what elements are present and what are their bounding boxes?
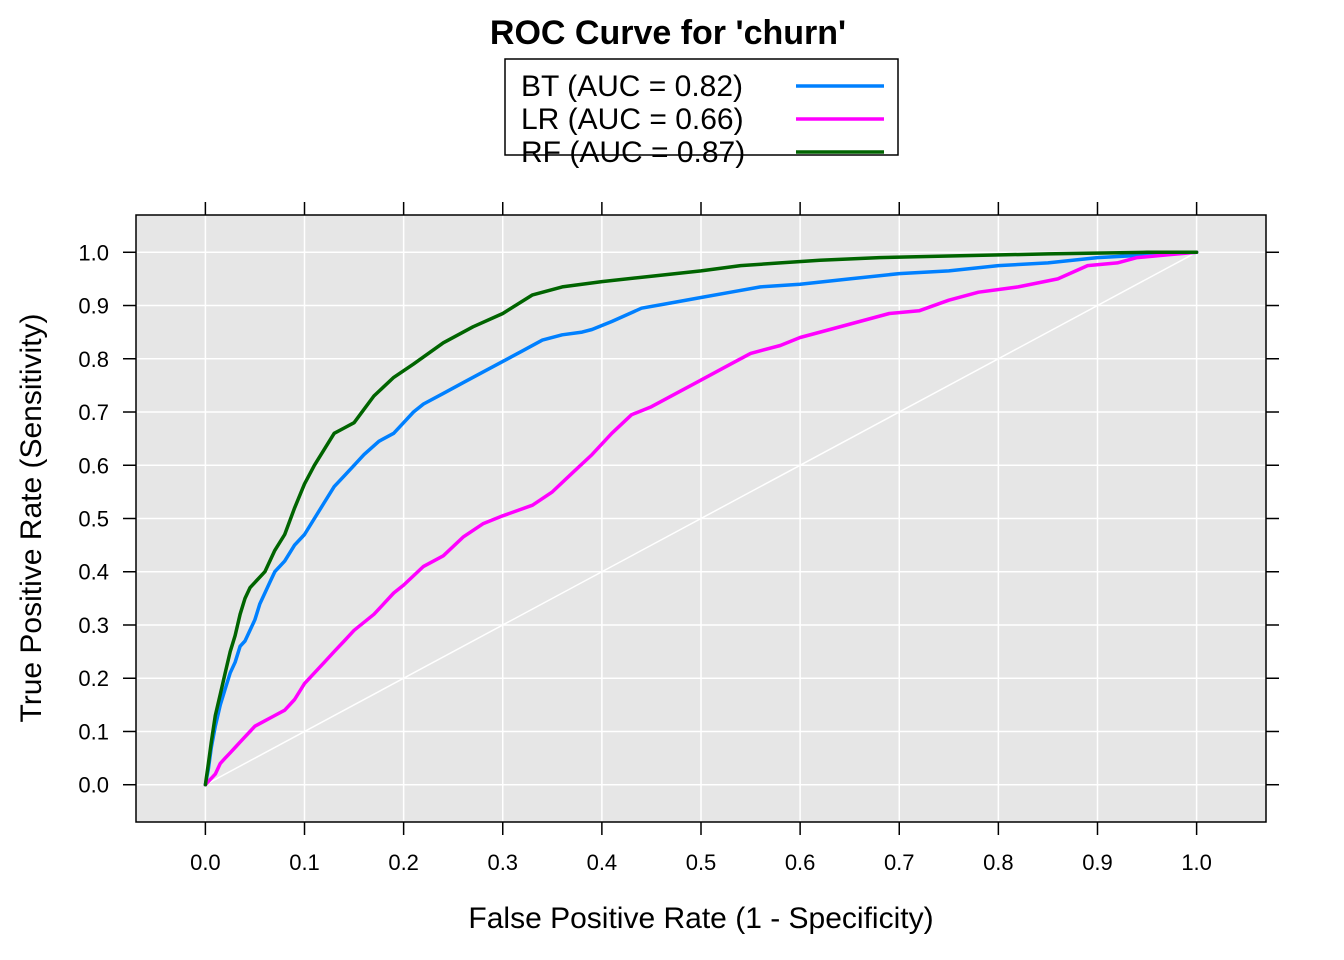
legend-label-rf: RF (AUC = 0.87)	[521, 136, 745, 169]
y-axis-label: True Positive Rate (Sensitivity)	[15, 313, 48, 722]
roc-curves	[203, 250, 1199, 787]
y-tick-label: 0.4	[78, 560, 109, 585]
y-tick-label: 0.0	[78, 773, 109, 798]
tick-labels: 0.0 0.1 0.2 0.3 0.4 0.5 0.6 0.7 0.8 0.9 1.0 0.0 0.1 0…	[78, 240, 1212, 875]
roc-curve-lr	[203, 250, 1199, 787]
x-tick-label: 0.7	[884, 850, 915, 875]
y-tick-label: 0.5	[78, 507, 109, 532]
y-tick-label: 0.3	[78, 613, 109, 638]
diagonal-reference-line	[205, 251, 1197, 786]
y-tick-label: 0.6	[78, 453, 109, 478]
x-tick-label: 1.0	[1181, 850, 1212, 875]
chart-title: ROC Curve for 'churn'	[490, 14, 846, 52]
x-axis-label: False Positive Rate (1 - Specificity)	[468, 902, 933, 935]
y-tick-label: 0.7	[78, 400, 109, 425]
y-tick-label: 1.0	[78, 240, 109, 265]
x-tick-label: 0.1	[289, 850, 320, 875]
roc-curve-rf	[203, 250, 1199, 787]
x-tick-label: 0.4	[587, 850, 618, 875]
x-tick-label: 0.6	[785, 850, 816, 875]
legend-label-bt: BT (AUC = 0.82)	[521, 70, 743, 103]
legend: BT (AUC = 0.82)LR (AUC = 0.66)RF (AUC = …	[504, 58, 899, 169]
grid	[136, 215, 1266, 822]
x-tick-label: 0.3	[487, 850, 518, 875]
y-tick-label: 0.2	[78, 666, 109, 691]
axis-ticks	[123, 202, 1279, 835]
y-tick-label: 0.8	[78, 347, 109, 372]
roc-curve-bt	[203, 250, 1199, 787]
legend-box	[504, 58, 899, 156]
y-tick-label: 0.9	[78, 294, 109, 319]
legend-label-lr: LR (AUC = 0.66)	[521, 103, 744, 136]
x-tick-label: 0.2	[388, 850, 419, 875]
y-tick-label: 0.1	[78, 719, 109, 744]
x-tick-label: 0.8	[983, 850, 1014, 875]
x-tick-label: 0.9	[1082, 850, 1113, 875]
x-tick-label: 0.5	[686, 850, 717, 875]
x-tick-label: 0.0	[190, 850, 221, 875]
